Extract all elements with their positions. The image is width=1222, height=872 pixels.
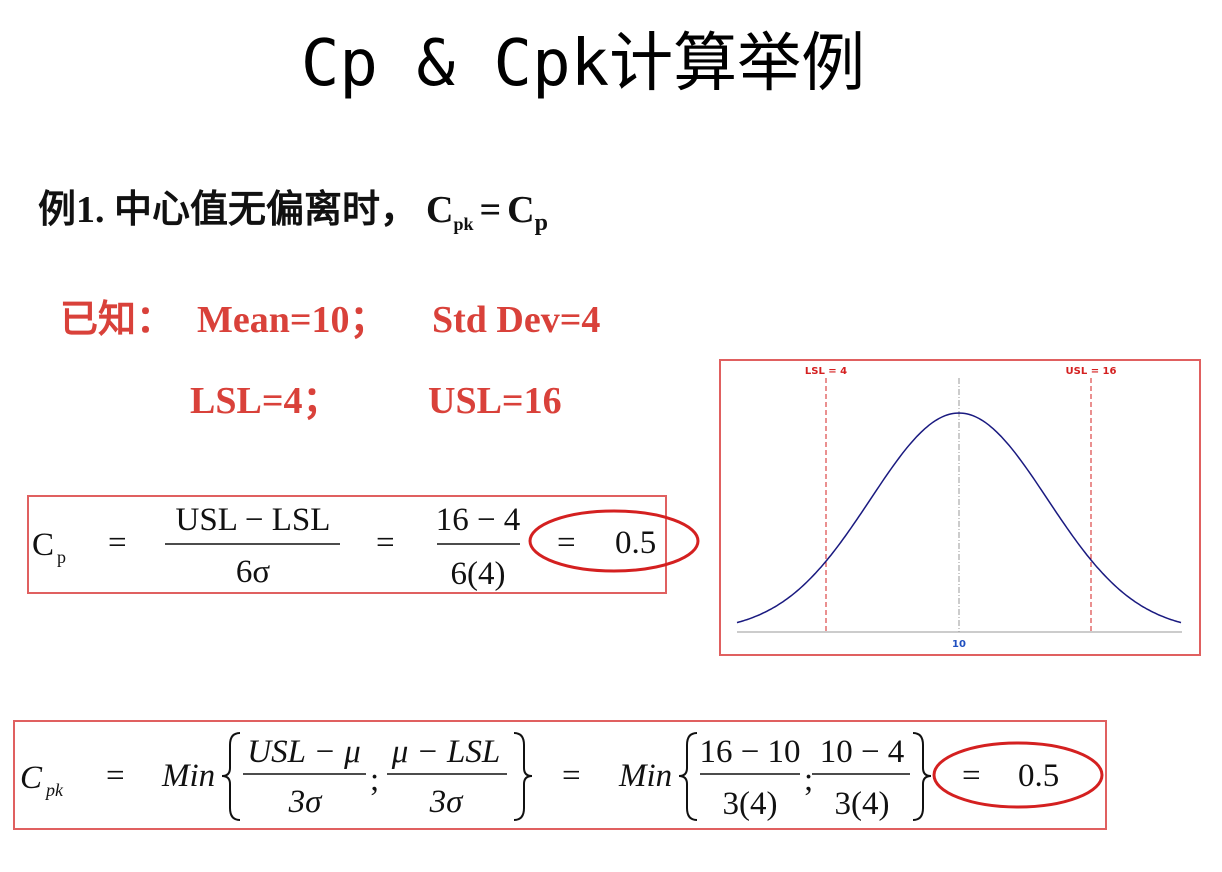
- figure-box: [719, 359, 1201, 656]
- lsl-label: LSL = 4: [805, 366, 847, 377]
- cpk-sep1: ;: [370, 762, 379, 798]
- cpk-min2: Min: [618, 758, 672, 794]
- brace: [678, 732, 698, 821]
- cpk-eq3: =: [962, 758, 981, 794]
- result-oval: [528, 509, 700, 573]
- example-heading: 例1. 中心值无偏离时， Cpk = Cp: [38, 189, 548, 236]
- cpk-symbol: C: [20, 760, 43, 796]
- cpk-value-numerator1: 16 − 10: [699, 734, 800, 770]
- cp-value-denominator: 6(4): [451, 556, 506, 592]
- given-usl: USL=16: [428, 380, 562, 422]
- center-label: 10: [952, 639, 966, 650]
- cpk-sub: pk: [44, 780, 64, 800]
- brace: [912, 732, 932, 821]
- equals: =: [480, 189, 502, 231]
- lhs: C: [426, 189, 453, 231]
- cpk-numerator2: μ − LSL: [391, 734, 501, 770]
- brace: [221, 732, 241, 821]
- cpk-denominator2: 3σ: [429, 784, 465, 820]
- cpk-result: 0.5: [1018, 758, 1059, 794]
- result-oval: [932, 741, 1104, 809]
- rhs: C: [507, 189, 534, 231]
- normal-curve: [736, 412, 1182, 624]
- given-std: Std Dev=4: [432, 299, 600, 341]
- cp-eq2: =: [376, 525, 395, 561]
- cp-eq1: =: [108, 525, 127, 561]
- cpk-value-numerator2: 10 − 4: [820, 734, 905, 770]
- cp-eq3: =: [557, 525, 576, 561]
- cpk-value-denominator1: 3(4): [723, 786, 778, 822]
- cp-numerator: USL − LSL: [176, 502, 331, 538]
- cp-result: 0.5: [615, 525, 656, 561]
- usl-label: USL = 16: [1066, 366, 1117, 377]
- cpk-box: [13, 720, 1107, 830]
- cpk-value-denominator2: 3(4): [835, 786, 890, 822]
- cp-box: [27, 495, 667, 594]
- example-prefix: 例1. 中心值无偏离时，: [38, 189, 418, 231]
- rhs-sub: p: [535, 210, 548, 236]
- given-label: 已知：: [60, 299, 174, 341]
- cpk-numerator1: USL − μ: [247, 734, 360, 770]
- cpk-denominator1: 3σ: [288, 784, 324, 820]
- cp-value-numerator: 16 − 4: [436, 502, 521, 538]
- brace: [513, 732, 533, 821]
- cp-symbol: C: [32, 527, 54, 563]
- cp-sub: p: [57, 547, 66, 567]
- cpk-min1: Min: [161, 758, 215, 794]
- cpk-sep2: ;: [804, 762, 813, 798]
- cpk-eq2: =: [562, 758, 581, 794]
- title: Cp & Cpk计算举例: [301, 27, 865, 101]
- given-lsl: LSL=4；: [190, 380, 340, 422]
- cp-denominator: 6σ: [236, 554, 271, 590]
- cpk-eq1: =: [106, 758, 125, 794]
- given-mean: Mean=10；: [197, 299, 388, 341]
- lhs-sub: pk: [453, 214, 473, 234]
